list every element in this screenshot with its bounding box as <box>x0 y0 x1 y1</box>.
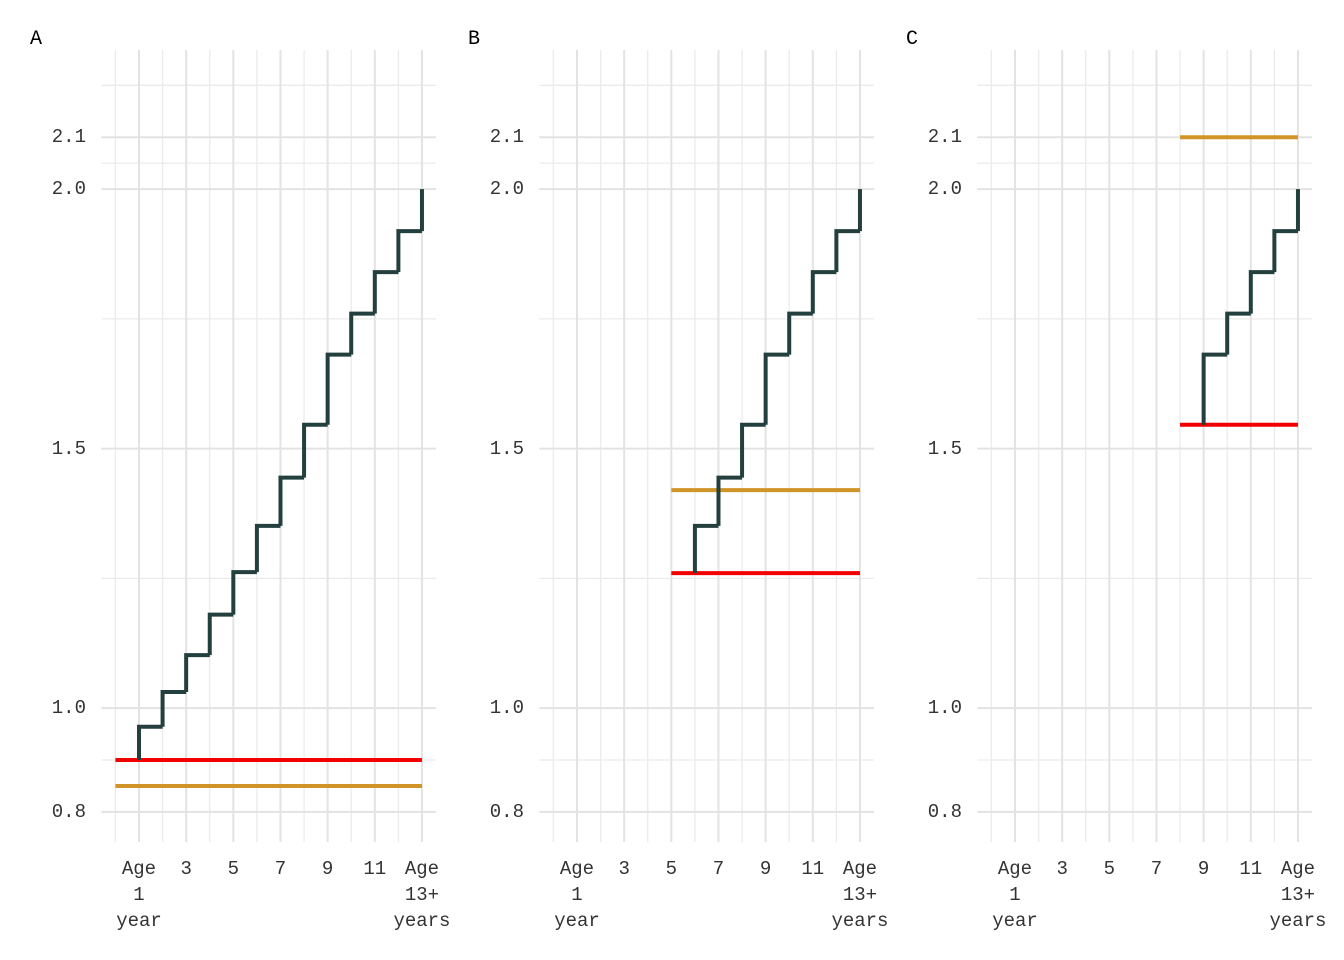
panel-title: C <box>906 28 919 51</box>
y-tick-label: 1.5 <box>51 437 86 460</box>
y-tick-label: 2.0 <box>489 178 524 201</box>
y-tick-label: 1.0 <box>51 697 86 720</box>
step-segment <box>184 653 210 693</box>
x-tick-label: Age 13+ years <box>831 858 889 932</box>
step-segment <box>1201 352 1228 425</box>
x-tick-label: 5 <box>1103 858 1116 880</box>
y-tick-label: 2.1 <box>51 126 86 149</box>
y-tick-label: 0.8 <box>489 800 524 823</box>
x-tick-label: 7 <box>712 858 725 880</box>
x-tick-label: 7 <box>274 858 287 880</box>
step-segment <box>254 523 281 573</box>
x-tick-label: 11 <box>801 858 825 880</box>
x-tick-label: 5 <box>665 858 678 880</box>
y-tick-label: 0.8 <box>51 800 86 823</box>
panel-title: A <box>30 28 43 51</box>
step-segment <box>1225 311 1251 355</box>
panel-title: B <box>468 28 481 51</box>
x-tick-label: Age 1 year <box>554 858 600 932</box>
step-segment <box>740 422 766 478</box>
y-tick-label: 1.5 <box>489 437 524 460</box>
step-segment <box>372 270 399 314</box>
y-tick-label: 2.0 <box>927 178 962 201</box>
step-segment <box>1272 229 1298 273</box>
x-tick-label: Age 1 year <box>116 858 162 932</box>
x-tick-label: 9 <box>1197 858 1210 880</box>
step-segment <box>349 311 375 355</box>
x-tick-label: 3 <box>618 858 630 880</box>
x-tick-label: 7 <box>1150 858 1163 880</box>
step-segment <box>231 570 257 615</box>
step-segment <box>325 352 352 425</box>
step-segment <box>787 311 813 355</box>
x-tick-label: 3 <box>1056 858 1068 880</box>
step-segment <box>692 523 719 574</box>
y-tick-label: 0.8 <box>927 800 962 823</box>
x-tick-label: 9 <box>759 858 772 880</box>
y-tick-label: 1.5 <box>927 437 962 460</box>
y-tick-label: 1.0 <box>927 697 962 720</box>
x-tick-label: 11 <box>1239 858 1263 880</box>
x-tick-label: Age 13+ years <box>393 858 451 932</box>
y-tick-label: 2.1 <box>927 126 962 149</box>
x-tick-label: 3 <box>180 858 192 880</box>
y-tick-label: 1.0 <box>489 697 524 720</box>
step-segment <box>207 612 234 656</box>
step-segment <box>763 352 790 425</box>
x-tick-label: 11 <box>363 858 387 880</box>
step-segment <box>137 724 163 760</box>
x-tick-label: Age 1 year <box>992 858 1038 932</box>
y-tick-label: 2.0 <box>51 178 86 201</box>
y-tick-label: 2.1 <box>489 126 524 149</box>
step-segment <box>278 475 305 526</box>
step-segment <box>160 690 187 727</box>
step-segment <box>1248 270 1275 314</box>
step-segment <box>834 229 860 273</box>
step-segment <box>810 270 837 314</box>
x-tick-label: 9 <box>321 858 334 880</box>
x-tick-label: Age 13+ years <box>1269 858 1327 932</box>
step-segment <box>396 229 422 273</box>
step-segment <box>302 422 328 478</box>
x-tick-label: 5 <box>227 858 240 880</box>
step-segment <box>716 475 743 526</box>
